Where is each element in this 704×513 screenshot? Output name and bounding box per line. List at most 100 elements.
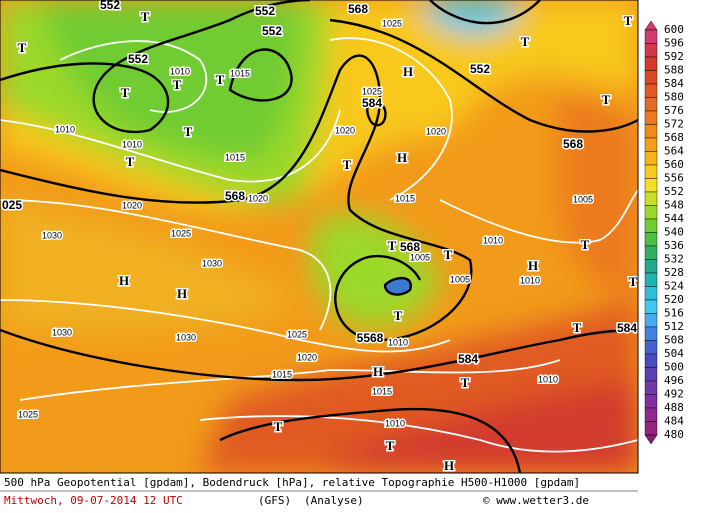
legend-swatch [644, 353, 658, 368]
legend-label: 528 [664, 266, 684, 279]
contour-label: 1015 [272, 369, 292, 379]
legend-label: 512 [664, 320, 684, 333]
contour-label: 568 [348, 2, 368, 16]
legend-label: 572 [664, 118, 684, 131]
low-marker: T [216, 72, 225, 87]
legend-swatch [644, 70, 658, 85]
legend-swatch [644, 326, 658, 341]
low-marker: T [274, 419, 283, 434]
legend-swatch [644, 245, 658, 260]
contour-label: 1010 [55, 124, 75, 134]
contour-label: 025 [2, 198, 22, 212]
contour-label: 1005 [410, 252, 430, 262]
footer: 500 hPa Geopotential [gpdam], Bodendruck… [0, 476, 638, 507]
contour-label: 568 [563, 137, 583, 151]
legend-swatch [644, 137, 658, 152]
contour-label: 1010 [122, 139, 142, 149]
legend-label: 524 [664, 280, 684, 293]
legend-label: 480 [664, 428, 684, 441]
contour-label: 552 [470, 62, 490, 76]
legend-swatch [644, 97, 658, 112]
legend-label: 564 [664, 145, 684, 158]
legend-swatch [644, 151, 658, 166]
contour-label: 1020 [248, 193, 268, 203]
high-marker: H [403, 64, 413, 79]
legend-swatch [644, 340, 658, 355]
legend-label: 540 [664, 226, 684, 239]
low-marker: T [184, 124, 193, 139]
legend-label: 584 [664, 77, 684, 90]
low-marker: T [121, 85, 130, 100]
map-frame [0, 0, 639, 474]
legend-swatch [644, 124, 658, 139]
contour-label: 552 [128, 52, 148, 66]
low-marker: T [581, 237, 590, 252]
legend-label: 568 [664, 131, 684, 144]
footer-description: 500 hPa Geopotential [gpdam], Bodendruck… [4, 476, 580, 489]
contour-label: 1010 [170, 66, 190, 76]
footer-date: Mittwoch, 09-07-2014 12 UTC [4, 494, 183, 507]
contour-label: 1025 [171, 228, 191, 238]
contour-label: 552 [100, 0, 120, 12]
contour-label: 1030 [42, 230, 62, 240]
legend-label: 580 [664, 91, 684, 104]
contour-label: 584 [458, 352, 478, 366]
low-marker: T [141, 9, 150, 24]
contour-label: 1025 [287, 329, 307, 339]
legend-swatch [644, 178, 658, 193]
contour-label: 1020 [426, 126, 446, 136]
low-marker: T [629, 274, 638, 289]
low-marker: T [126, 154, 135, 169]
contour-label: 552 [255, 4, 275, 18]
low-marker: T [18, 40, 27, 55]
legend-label: 496 [664, 374, 684, 387]
legend-swatch [644, 259, 658, 274]
legend-swatch [644, 272, 658, 287]
legend-swatch [644, 29, 658, 44]
high-marker: H [177, 286, 187, 301]
legend-label: 596 [664, 37, 684, 50]
low-marker: T [388, 238, 397, 253]
legend-label: 548 [664, 199, 684, 212]
legend-arrow-top [644, 20, 658, 31]
footer-run: (Analyse) [304, 494, 364, 507]
low-marker: T [386, 438, 395, 453]
contour-label: 1015 [395, 193, 415, 203]
low-marker: T [394, 308, 403, 323]
contour-label: 1025 [18, 409, 38, 419]
legend-swatch [644, 205, 658, 220]
legend-label: 536 [664, 239, 684, 252]
legend-swatch [644, 313, 658, 328]
legend-swatch [644, 394, 658, 409]
contour-label: 1030 [176, 332, 196, 342]
low-marker: T [444, 247, 453, 262]
legend-label: 504 [664, 347, 684, 360]
high-marker: H [373, 364, 383, 379]
legend-label: 560 [664, 158, 684, 171]
contour-label: 568 [400, 240, 420, 254]
legend-swatch [644, 232, 658, 247]
legend-swatch [644, 56, 658, 71]
color-legend: 6005965925885845805765725685645605565525… [644, 20, 684, 445]
contour-label: 1010 [520, 275, 540, 285]
high-marker: H [528, 258, 538, 273]
contour-label: 1020 [122, 200, 142, 210]
legend-swatch [644, 43, 658, 58]
contour-label: 1010 [538, 374, 558, 384]
low-marker: T [173, 77, 182, 92]
legend-label: 592 [664, 50, 684, 63]
legend-label: 508 [664, 334, 684, 347]
legend-swatch [644, 218, 658, 233]
high-marker: H [119, 273, 129, 288]
contour-label: 1015 [230, 68, 250, 78]
legend-label: 600 [664, 23, 684, 36]
legend-swatch [644, 421, 658, 436]
legend-label: 552 [664, 185, 684, 198]
isobars [0, 37, 638, 453]
contour-label: 568 [225, 189, 245, 203]
legend-swatch [644, 83, 658, 98]
legend-swatch [644, 380, 658, 395]
contour-label: 1005 [573, 194, 593, 204]
